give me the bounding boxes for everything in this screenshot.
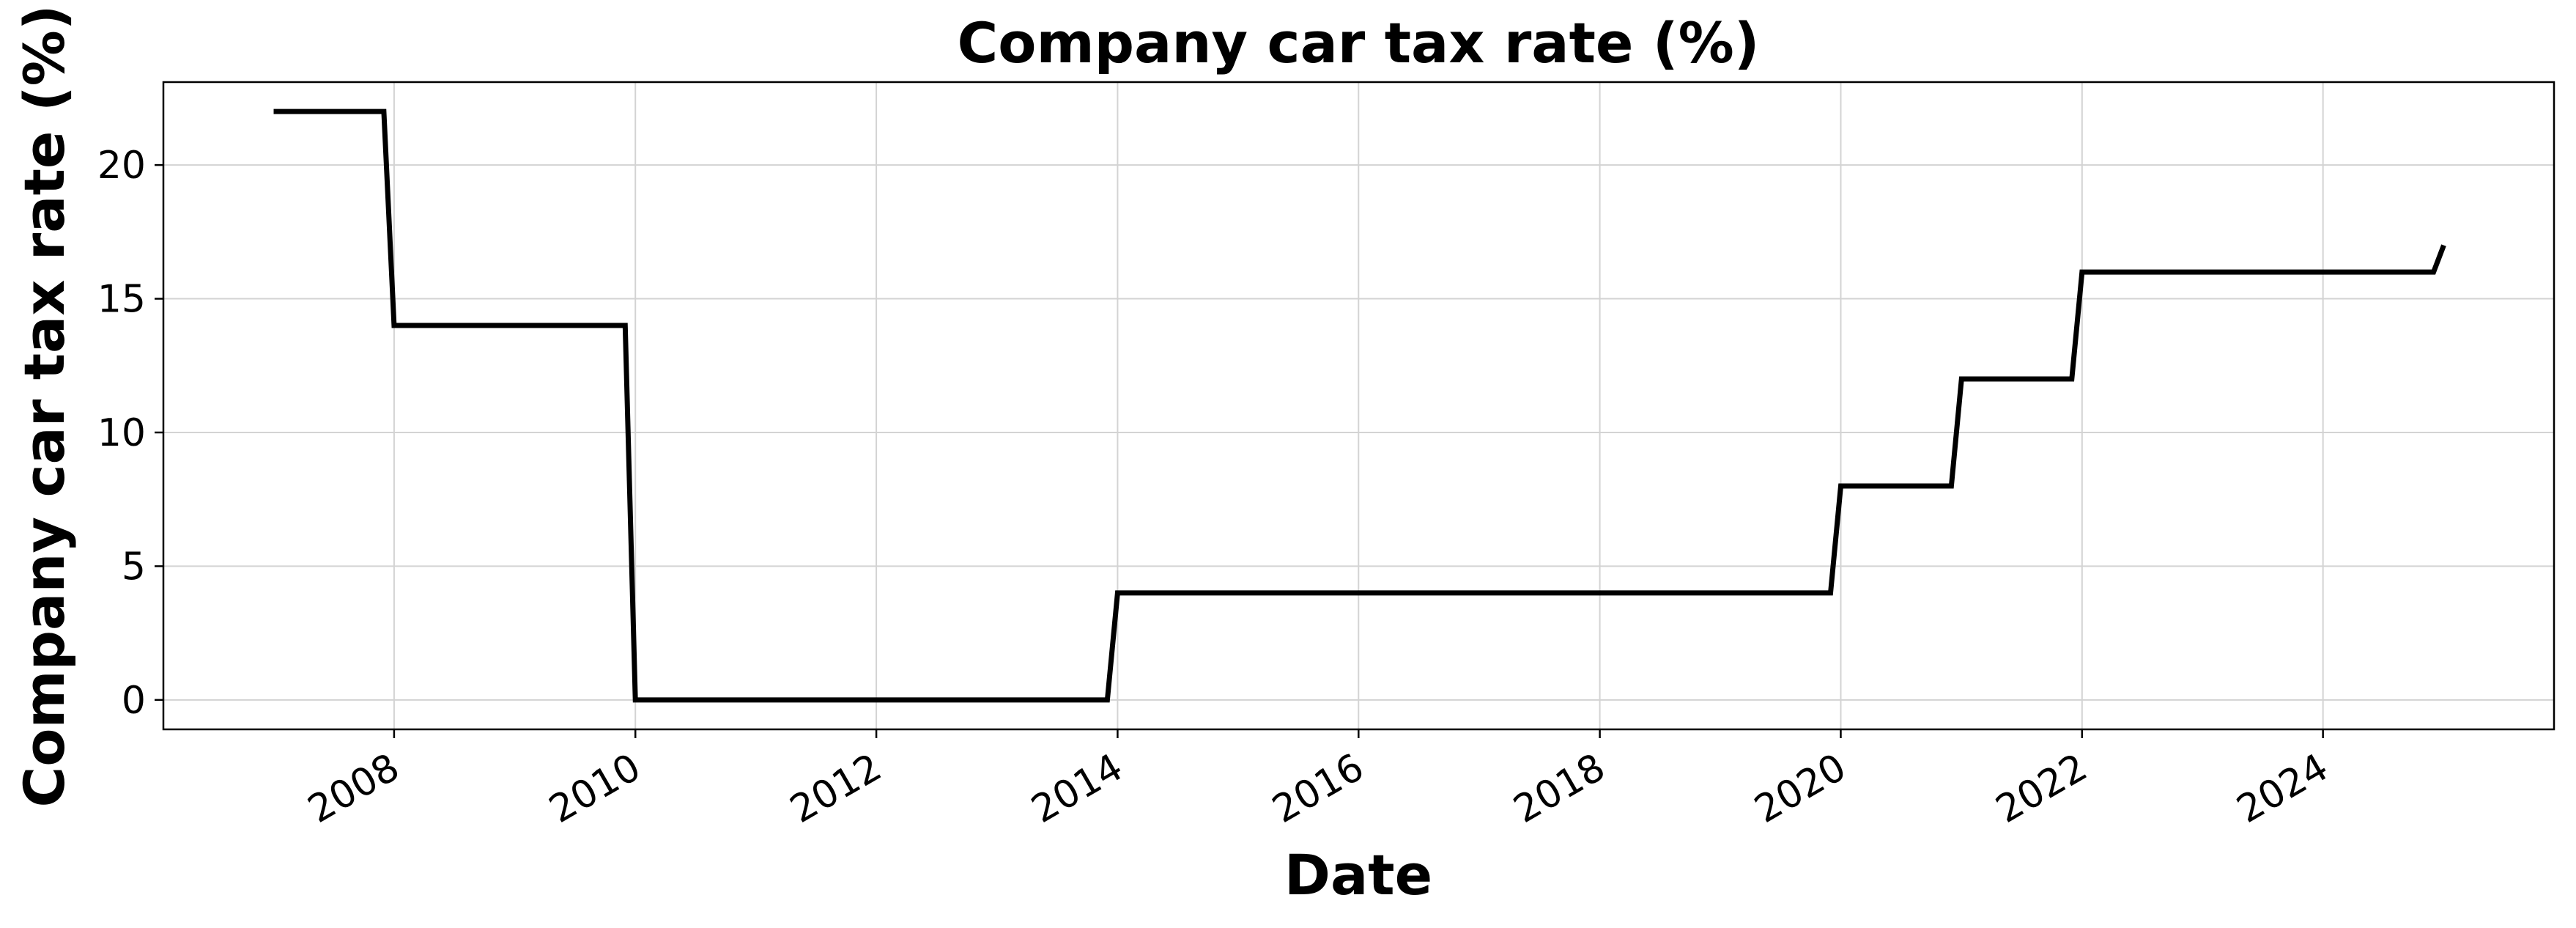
grid — [163, 82, 2554, 729]
x-tick-label: 2010 — [542, 745, 648, 832]
x-axis-label: Date — [1284, 842, 1432, 907]
x-tick-label: 2012 — [783, 745, 889, 832]
x-tick-label: 2016 — [1265, 745, 1372, 832]
x-tick-label: 2024 — [2229, 745, 2336, 832]
series-layer — [273, 108, 2446, 703]
y-axis-label: Company car tax rate (%) — [12, 4, 77, 807]
y-tick-label: 20 — [97, 144, 146, 188]
plot-frame — [162, 81, 2555, 731]
y-tick-label: 10 — [97, 411, 146, 455]
series-line — [273, 108, 2446, 703]
y-tick-label: 5 — [122, 545, 146, 589]
x-tick-label: 2014 — [1024, 745, 1130, 832]
x-tick-label: 2022 — [1988, 745, 2095, 832]
y-tick-label: 0 — [122, 679, 146, 723]
x-tick-label: 2020 — [1747, 745, 1854, 832]
x-tick-label: 2018 — [1506, 745, 1613, 832]
y-tick-label: 15 — [97, 278, 146, 322]
x-tick-label: 2008 — [301, 745, 407, 832]
chart-title: Company car tax rate (%) — [957, 10, 1759, 76]
